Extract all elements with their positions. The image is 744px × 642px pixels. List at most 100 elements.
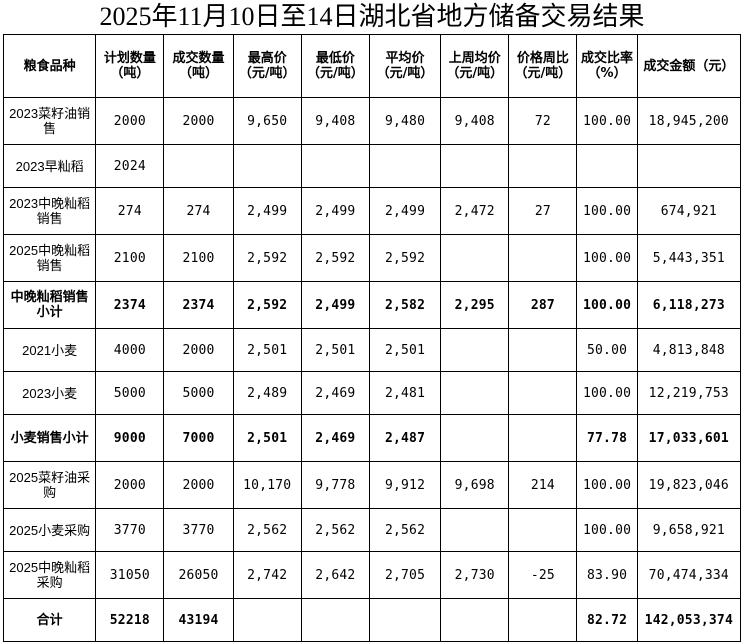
cell-last-week-average-price [440, 414, 510, 462]
cell-highest-price: 2,501 [232, 414, 302, 462]
cell-planned-qty: 274 [95, 187, 165, 235]
column-header-planned-qty: 计划数量 （吨） [95, 34, 165, 98]
cell-traded-qty: 2000 [163, 97, 234, 145]
cell-trade-ratio: 50.00 [576, 328, 638, 372]
column-header-average-price: 平均价 （元/吨） [368, 34, 442, 98]
column-header-line2: （吨） [179, 66, 219, 81]
cell-price-change: 287 [508, 281, 578, 329]
cell-last-week-average-price: 9,698 [440, 461, 510, 509]
cell-price-change [508, 371, 578, 415]
column-header-line2: （元/吨） [306, 66, 364, 81]
row-label: 2023中晚籼稻销售 [2, 187, 97, 235]
column-header-line1: 成交金额（元） [643, 58, 735, 74]
row-label: 2023早籼稻 [2, 144, 97, 188]
cell-last-week-average-price [440, 508, 510, 552]
cell-lowest-price [300, 144, 370, 188]
row-label: 合计 [2, 598, 97, 642]
table-header-row: 粮食品种 计划数量 （吨） 成交数量 （吨） 最高价 （元/吨） 最低价 （元/… [2, 34, 742, 98]
cell-highest-price: 2,742 [232, 551, 302, 599]
cell-highest-price [232, 144, 302, 188]
cell-planned-qty: 2374 [95, 281, 165, 329]
column-header-line1: 粮食品种 [23, 58, 76, 74]
table-row: 2025中晚籼稻销售 2100 2100 2,592 2,592 2,592 1… [2, 234, 742, 282]
cell-lowest-price: 2,469 [300, 414, 370, 462]
cell-lowest-price: 2,642 [300, 551, 370, 599]
column-header-line1: 平均价 [385, 51, 425, 66]
cell-lowest-price: 2,469 [300, 371, 370, 415]
cell-traded-qty: 2000 [163, 461, 234, 509]
cell-lowest-price: 2,592 [300, 234, 370, 282]
table-header: 粮食品种 计划数量 （吨） 成交数量 （吨） 最高价 （元/吨） 最低价 （元/… [2, 34, 742, 98]
cell-trade-ratio: 77.78 [576, 414, 638, 462]
column-header-highest-price: 最高价 （元/吨） [232, 34, 302, 98]
column-header-line2: （吨） [110, 66, 150, 81]
cell-lowest-price: 9,778 [300, 461, 370, 509]
table-row: 2023小麦 5000 5000 2,489 2,469 2,481 100.0… [2, 371, 742, 415]
column-header-line1: 上周均价 [448, 51, 501, 66]
cell-traded-qty: 5000 [163, 371, 234, 415]
cell-trade-ratio: 100.00 [576, 371, 638, 415]
cell-planned-qty: 52218 [95, 598, 165, 642]
cell-average-price [368, 598, 442, 642]
cell-total-amount: 70,474,334 [636, 551, 742, 599]
cell-last-week-average-price [440, 144, 510, 188]
column-header-line2: （%） [587, 66, 627, 81]
column-header-trade-ratio: 成交比率 （%） [576, 34, 638, 98]
cell-last-week-average-price [440, 328, 510, 372]
table-row: 2023中晚籼稻销售 274 274 2,499 2,499 2,499 2,4… [2, 187, 742, 235]
row-label: 2021小麦 [2, 328, 97, 372]
cell-trade-ratio: 100.00 [576, 234, 638, 282]
column-header-total-amount: 成交金额（元） [636, 34, 742, 98]
row-label: 2025中晚籼稻销售 [2, 234, 97, 282]
cell-lowest-price: 2,499 [300, 281, 370, 329]
column-header-last-week-average-price: 上周均价 （元/吨） [440, 34, 510, 98]
column-header-price-change: 价格周比 （元/吨） [508, 34, 578, 98]
table-row: 2021小麦 4000 2000 2,501 2,501 2,501 50.00… [2, 328, 742, 372]
table-row-subtotal: 中晚籼稻销售小计 2374 2374 2,592 2,499 2,582 2,2… [2, 281, 742, 329]
cell-highest-price: 2,592 [232, 281, 302, 329]
cell-traded-qty: 26050 [163, 551, 234, 599]
column-header-variety: 粮食品种 [2, 34, 97, 98]
column-header-line2: （元/吨） [238, 66, 296, 81]
cell-last-week-average-price: 2,472 [440, 187, 510, 235]
column-header-line1: 最高价 [247, 51, 287, 66]
cell-average-price: 9,480 [368, 97, 442, 145]
column-header-line1: 最低价 [315, 51, 355, 66]
cell-traded-qty: 7000 [163, 414, 234, 462]
column-header-line2: （元/吨） [376, 66, 434, 81]
cell-traded-qty [163, 144, 234, 188]
cell-price-change [508, 414, 578, 462]
cell-total-amount: 18,945,200 [636, 97, 742, 145]
cell-total-amount: 142,053,374 [636, 598, 742, 642]
column-header-traded-qty: 成交数量 （吨） [163, 34, 234, 98]
cell-traded-qty: 3770 [163, 508, 234, 552]
cell-highest-price [232, 598, 302, 642]
cell-total-amount: 674,921 [636, 187, 742, 235]
cell-price-change [508, 144, 578, 188]
cell-highest-price: 10,170 [232, 461, 302, 509]
cell-highest-price: 2,501 [232, 328, 302, 372]
row-label: 2025中晚籼稻采购 [2, 551, 97, 599]
cell-traded-qty: 2100 [163, 234, 234, 282]
column-header-line2: （元/吨） [514, 66, 572, 81]
cell-planned-qty: 2000 [95, 461, 165, 509]
cell-lowest-price: 2,501 [300, 328, 370, 372]
column-header-line1: 计划数量 [103, 51, 156, 66]
table-row-subtotal: 小麦销售小计 9000 7000 2,501 2,469 2,487 77.78… [2, 414, 742, 462]
table-row: 2023早籼稻 2024 [2, 144, 742, 188]
cell-total-amount: 9,658,921 [636, 508, 742, 552]
row-label: 2023小麦 [2, 371, 97, 415]
page-title: 2025年11月10日至14日湖北省地方储备交易结果 [99, 2, 645, 31]
table-body: 2023菜籽油销售 2000 2000 9,650 9,408 9,480 9,… [2, 97, 742, 642]
cell-average-price: 2,705 [368, 551, 442, 599]
cell-total-amount: 6,118,273 [636, 281, 742, 329]
row-label: 中晚籼稻销售小计 [2, 281, 97, 329]
cell-total-amount: 4,813,848 [636, 328, 742, 372]
cell-average-price: 2,501 [368, 328, 442, 372]
cell-traded-qty: 2374 [163, 281, 234, 329]
cell-lowest-price: 9,408 [300, 97, 370, 145]
cell-last-week-average-price [440, 234, 510, 282]
cell-trade-ratio: 100.00 [576, 281, 638, 329]
cell-total-amount: 5,443,351 [636, 234, 742, 282]
